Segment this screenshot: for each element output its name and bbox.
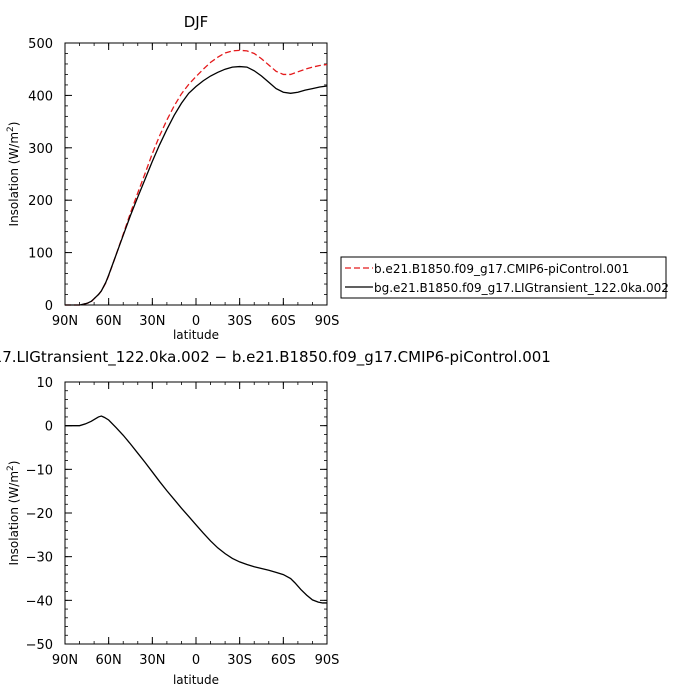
x-tick-label: 30N [139,314,165,329]
series-line-2 [65,65,328,306]
y-tick-label: −40 [26,594,53,609]
plot-frame [64,42,328,306]
y-tick-label: 400 [28,89,53,104]
plot-frame [64,381,328,645]
bottom-panel-difference: bg.e21.B1850.f09_g17.LIGtransient_122.0k… [0,348,551,687]
y-axis-label-main: Insolation (W/m [7,471,21,566]
y-tick-label: 500 [28,37,53,52]
x-tick-label: 60S [271,314,296,329]
y-tick-label: 0 [45,420,53,435]
y-tick-label: −30 [26,551,53,566]
legend-label-1: b.e21.B1850.f09_g17.CMIP6-piControl.001 [374,262,629,276]
y-axis-label-sup: 2 [6,126,16,132]
series-line-1 [65,49,328,306]
y-tick-label: 200 [28,194,53,209]
y-tick-label: 10 [36,376,53,391]
legend-label-2: bg.e21.B1850.f09_g17.LIGtransient_122.0k… [374,281,669,295]
y-axis-label-sup: 2 [6,465,16,471]
top-panel-djf: DJF 0 100 200 300 400 500 90N 60N 30N 0 30S 60S 90S la… [6,13,339,342]
y-tick-label: −20 [26,507,53,522]
x-tick-label: 60N [96,314,122,329]
x-tick-label: 30S [227,653,252,668]
y-tick-label: 0 [45,299,53,314]
y-tick-label: −50 [26,638,53,653]
x-tick-label: 30S [227,314,252,329]
y-tick-label: 100 [28,247,53,262]
legend-box [340,256,667,299]
y-axis-label-main: Insolation (W/m [7,132,21,227]
y-tick-label: −10 [26,463,53,478]
series-line-1 [65,415,327,604]
x-tick-label: 60S [271,653,296,668]
y-axis-label-end: ) [7,461,21,466]
y-axis-label-end: ) [7,122,21,127]
x-tick-label: 90N [52,653,78,668]
x-tick-label: 90S [315,314,340,329]
x-tick-label: 90S [315,653,340,668]
x-tick-label: 30N [139,653,165,668]
y-axis-label: Insolation (W/m2) [6,461,21,566]
chart-title: bg.e21.B1850.f09_g17.LIGtransient_122.0k… [0,348,551,367]
legend: b.e21.B1850.f09_g17.CMIP6-piControl.001b… [340,256,669,299]
x-tick-label: 0 [192,314,200,329]
x-tick-label: 60N [96,653,122,668]
x-tick-label: 90N [52,314,78,329]
x-axis-label: latitude [173,673,219,687]
x-tick-label: 0 [192,653,200,668]
y-tick-label: 300 [28,142,53,157]
chart-title: DJF [184,13,209,31]
x-axis-label: latitude [173,328,219,342]
y-axis-label: Insolation (W/m2) [6,122,21,227]
